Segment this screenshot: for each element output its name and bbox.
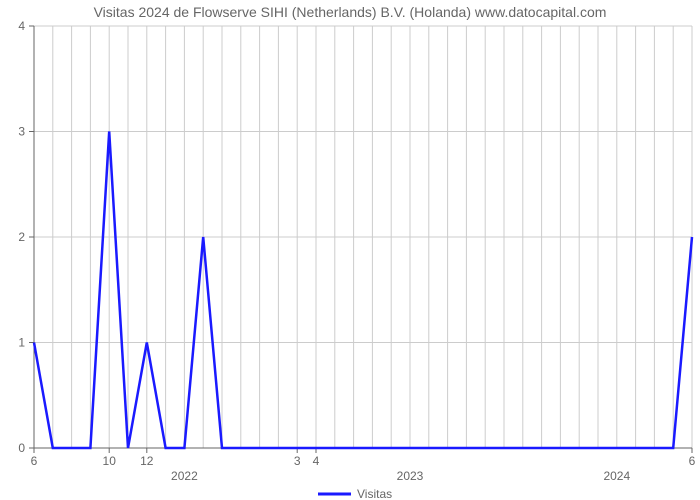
svg-text:4: 4 xyxy=(313,454,320,468)
chart-title: Visitas 2024 de Flowserve SIHI (Netherla… xyxy=(0,4,700,20)
svg-text:10: 10 xyxy=(103,454,117,468)
legend-label: Visitas xyxy=(357,487,392,500)
svg-text:3: 3 xyxy=(18,125,25,139)
svg-text:0: 0 xyxy=(18,441,25,455)
svg-text:4: 4 xyxy=(18,19,25,33)
svg-text:3: 3 xyxy=(294,454,301,468)
series-line xyxy=(34,132,692,449)
svg-text:12: 12 xyxy=(140,454,154,468)
svg-text:6: 6 xyxy=(689,454,696,468)
svg-text:2022: 2022 xyxy=(171,469,198,483)
svg-text:2023: 2023 xyxy=(397,469,424,483)
chart-svg: 0123461012346202220232024Visitas xyxy=(0,0,700,500)
svg-text:2024: 2024 xyxy=(603,469,630,483)
line-chart: Visitas 2024 de Flowserve SIHI (Netherla… xyxy=(0,0,700,500)
svg-text:2: 2 xyxy=(18,230,25,244)
svg-text:6: 6 xyxy=(31,454,38,468)
svg-text:1: 1 xyxy=(18,336,25,350)
